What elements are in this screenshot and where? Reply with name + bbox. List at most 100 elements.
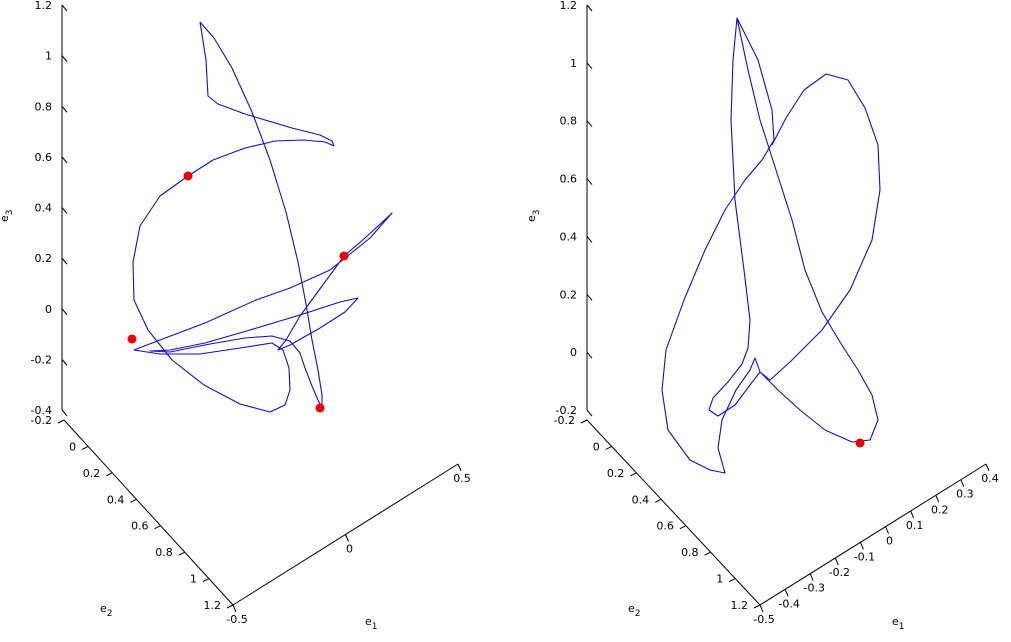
z-tick-mark: [61, 308, 68, 316]
x-tick-label: 0: [886, 535, 893, 548]
y-tick-mark: [704, 551, 711, 556]
z-tick-label: -0.2: [31, 353, 52, 366]
z-tick-mark: [61, 359, 68, 366]
z-tick-mark: [586, 293, 593, 301]
y-tick-label: 0.8: [681, 546, 699, 559]
trajectory-marker: [855, 438, 865, 448]
y-tick-mark: [130, 498, 137, 503]
z-tick-label: 0.8: [560, 115, 578, 128]
y-tick-mark: [729, 578, 736, 583]
y-tick-label: 1.2: [204, 599, 222, 612]
plot-right: -0.200.20.40.60.811.2-0.200.20.40.60.811…: [525, 0, 999, 632]
trajectory-marker: [127, 334, 137, 344]
y-tick-label: 0: [69, 440, 76, 453]
x-tick-mark: [232, 604, 237, 613]
y-tick-mark: [154, 525, 161, 530]
z-tick-label: 0.2: [560, 288, 578, 301]
z-tick-label: 0: [45, 303, 52, 316]
x-tick-mark: [759, 604, 764, 613]
x-tick-label: 0.2: [931, 503, 949, 516]
y-tick-mark: [106, 472, 113, 477]
y-axis-line: [586, 419, 761, 606]
z-tick-mark: [61, 105, 68, 113]
y-tick-label: -0.2: [554, 414, 575, 427]
y-axis-label: e2: [100, 602, 113, 619]
y-tick-mark: [605, 445, 612, 450]
x-tick-mark: [885, 526, 890, 534]
y-tick-mark: [630, 472, 637, 477]
x-tick-mark: [834, 557, 839, 566]
z-tick-mark: [61, 156, 68, 164]
y-tick-mark: [178, 551, 185, 556]
z-tick-mark: [61, 257, 68, 265]
z-tick-label: -0.2: [556, 404, 577, 417]
z-axis-label: e3: [0, 209, 15, 222]
x-tick-mark: [345, 534, 349, 542]
y-tick-mark: [580, 419, 588, 424]
y-tick-mark: [679, 525, 687, 530]
y-tick-label: 0.4: [632, 493, 650, 506]
x-axis-label: e1: [365, 615, 378, 632]
x-tick-mark: [784, 589, 789, 597]
x-tick-label: 0.4: [981, 472, 999, 485]
z-tick-label: 0.4: [35, 202, 53, 215]
z-tick-mark: [61, 207, 68, 214]
z-tick-label: 1.2: [560, 0, 578, 12]
x-tick-label: -0.1: [854, 550, 875, 563]
y-axis-label: e2: [628, 602, 641, 619]
x-tick-mark: [457, 463, 462, 472]
y-tick-label: 0.8: [155, 546, 173, 559]
trajectory-curve: [132, 21, 393, 413]
trajectory-marker: [339, 251, 349, 261]
x-tick-label: 0.5: [453, 472, 471, 485]
z-tick-mark: [586, 409, 593, 417]
x-tick-mark: [960, 479, 965, 487]
y-tick-label: 1: [716, 573, 723, 586]
x-tick-label: 0: [346, 543, 353, 556]
x-tick-mark: [859, 542, 864, 550]
y-tick-mark: [753, 604, 761, 609]
z-tick-label: 0: [570, 346, 577, 359]
z-tick-label: 0.4: [560, 230, 578, 243]
trajectory-marker: [183, 171, 193, 181]
x-tick-label: -0.4: [778, 597, 799, 610]
x-tick-label: 0.1: [906, 519, 924, 532]
z-tick-mark: [61, 4, 68, 12]
y-tick-label: 0: [593, 440, 600, 453]
x-axis-line: [759, 463, 987, 606]
x-tick-label: 0.3: [956, 488, 974, 501]
z-tick-label: 0.6: [35, 151, 53, 164]
y-tick-label: 1.2: [731, 599, 749, 612]
z-tick-mark: [586, 62, 593, 70]
z-tick-label: 1: [570, 57, 577, 70]
z-tick-mark: [61, 55, 68, 62]
z-tick-mark: [586, 178, 593, 185]
y-tick-label: 0.2: [83, 467, 101, 480]
z-tick-mark: [586, 120, 593, 128]
z-tick-label: -0.4: [31, 404, 52, 417]
y-tick-mark: [226, 604, 234, 609]
z-tick-label: 0.6: [560, 173, 578, 186]
y-tick-mark: [81, 445, 89, 450]
z-tick-label: 1: [45, 50, 52, 63]
x-axis-label: e1: [892, 615, 905, 632]
z-axis-label: e3: [525, 209, 542, 222]
x-tick-label: -0.2: [829, 566, 850, 579]
y-axis-line: [63, 419, 234, 606]
z-tick-mark: [61, 409, 68, 417]
y-tick-label: 0.2: [607, 467, 625, 480]
y-tick-label: 0.6: [131, 520, 149, 533]
x-tick-label: -0.5: [226, 613, 247, 626]
z-tick-label: 0.8: [35, 100, 53, 113]
y-tick-mark: [202, 578, 210, 583]
y-tick-mark: [654, 498, 662, 503]
x-tick-label: -0.3: [803, 582, 824, 595]
plot-left: -0.4-0.200.20.40.60.811.2-0.200.20.40.60…: [0, 0, 471, 632]
z-tick-mark: [586, 351, 593, 359]
y-tick-label: 0.4: [107, 493, 125, 506]
z-tick-mark: [586, 236, 593, 243]
x-tick-mark: [935, 495, 940, 503]
z-tick-label: 0.2: [35, 252, 53, 265]
y-tick-label: 1: [190, 573, 197, 586]
